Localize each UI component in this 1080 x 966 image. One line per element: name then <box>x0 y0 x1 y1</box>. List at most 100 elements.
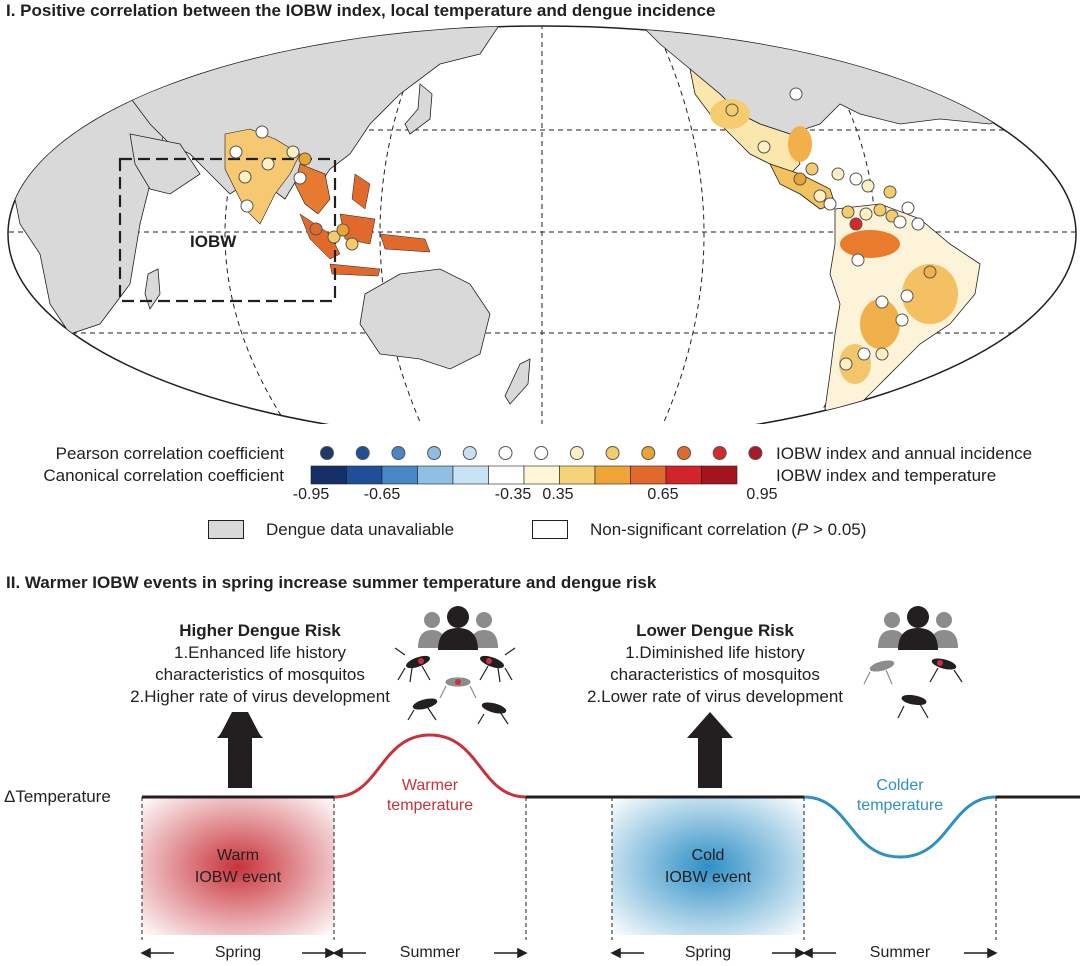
unavailable-label: Dengue data unavaliable <box>266 520 455 539</box>
season-label: Summer <box>869 944 931 961</box>
higher-risk-line2: characteristics of mosquitos <box>155 665 365 684</box>
warm-event-label: Warm IOBW event <box>142 845 334 889</box>
legend-color-swatch <box>417 465 454 485</box>
panel2-title: II. Warmer IOBW events in spring increas… <box>6 573 657 592</box>
tick-label: 0.95 <box>746 486 778 503</box>
legend-dot <box>605 446 620 460</box>
nonsig-p: P <box>796 520 809 539</box>
legend-dot <box>712 446 727 460</box>
lower-risk-line3: 2.Lower rate of virus development <box>586 687 844 706</box>
legend-dot <box>641 446 656 460</box>
mosquito-icon <box>929 658 963 683</box>
colder-temperature-curve <box>803 795 997 859</box>
legend-color-swatch <box>594 465 631 485</box>
legend-dot <box>355 446 370 460</box>
season-dividers <box>141 797 997 940</box>
iobw-region-label: IOBW <box>190 232 237 251</box>
lower-risk-block: Lower Dengue Risk 1.Diminished life hist… <box>565 620 865 708</box>
delta-temperature-label: ΔTemperature <box>4 787 111 806</box>
canonical-description: IOBW index and temperature <box>776 466 997 485</box>
higher-risk-line3: 2.Higher rate of virus development <box>130 687 390 706</box>
tick-label: -0.95 <box>292 486 330 503</box>
legend-dot <box>569 446 584 460</box>
landmass-new-zealand <box>504 358 531 405</box>
cold-event-box <box>612 798 804 935</box>
people-icon <box>878 606 958 650</box>
higher-risk-block: Higher Dengue Risk 1.Enhanced life histo… <box>110 620 410 708</box>
up-arrow-higher <box>217 712 263 788</box>
cold-event-line2: IOBW event <box>664 869 752 886</box>
mosquito-icon <box>394 647 431 683</box>
legend-color-swatch <box>381 465 418 485</box>
higher-risk-line1: 1.Enhanced life history <box>174 643 346 662</box>
season-arrows <box>140 947 998 959</box>
people-icon <box>418 606 498 650</box>
colder-temperature-label: Colder temperature <box>825 776 975 816</box>
legend-color-swatch <box>310 465 347 485</box>
landmass-japan <box>404 83 433 135</box>
warmer-line1: Warmer <box>401 777 459 794</box>
tick-label: -0.65 <box>363 486 401 503</box>
tick-label: 0.65 <box>647 486 679 503</box>
mosquito-icon <box>407 698 438 721</box>
mosquito-icon <box>897 694 929 719</box>
legend-color-swatch <box>559 465 596 485</box>
nonsig-suffix: > 0.05) <box>808 520 867 539</box>
colder-line2: temperature <box>856 797 944 814</box>
legend-dot <box>320 446 334 460</box>
legend-color-swatch <box>346 465 383 485</box>
warm-event-box <box>142 798 334 935</box>
season-label: Spring <box>214 944 262 961</box>
lower-risk-line2: characteristics of mosquitos <box>610 665 820 684</box>
legend-color-swatch <box>665 465 702 485</box>
pearson-description: IOBW index and annual incidence <box>776 444 1033 463</box>
landmass-greenland <box>959 26 1061 95</box>
lower-risk-heading: Lower Dengue Risk <box>636 621 794 640</box>
legend-color-swatch <box>452 465 489 485</box>
mosquito-icon <box>863 660 895 685</box>
legend-dot <box>677 446 691 460</box>
legend-color-swatch <box>701 465 738 485</box>
legend-color-swatch <box>488 465 525 485</box>
color-legend <box>310 446 763 485</box>
legend-color-swatch <box>630 465 667 485</box>
warmer-temperature-label: Warmer temperature <box>355 776 505 816</box>
legend-dot <box>534 446 549 460</box>
legend-dot <box>498 446 513 460</box>
warm-event-line2: IOBW event <box>194 869 282 886</box>
colder-line1: Colder <box>876 777 924 794</box>
lower-risk-line1: 1.Diminished life history <box>625 643 805 662</box>
panel1-title: I. Positive correlation between the IOBW… <box>6 1 716 20</box>
mosquito-icon <box>477 702 509 725</box>
nonsig-label: Non-significant correlation (P > 0.05) <box>590 520 866 540</box>
landmass-madagascar <box>144 268 161 310</box>
mosquito-icon <box>479 647 516 683</box>
maritime-se-asia <box>299 173 431 277</box>
mosquito-icon <box>439 677 477 699</box>
landmass-arabia <box>129 133 201 195</box>
higher-risk-heading: Higher Dengue Risk <box>179 621 341 640</box>
tick-label: -0.35 <box>494 486 532 503</box>
season-label: Spring <box>684 944 732 961</box>
legend-dot <box>427 446 442 460</box>
correlation-dots <box>229 87 937 371</box>
nonsig-prefix: Non-significant correlation ( <box>590 520 797 539</box>
legend-dot <box>462 446 477 460</box>
cold-event-label: Cold IOBW event <box>612 845 804 889</box>
nonsig-swatch <box>532 520 568 539</box>
season-label: Summer <box>399 944 461 961</box>
legend-dot <box>748 446 763 460</box>
unavailable-swatch <box>208 520 244 539</box>
warm-event-line1: Warm <box>216 847 260 864</box>
tick-label: 0.35 <box>542 486 574 503</box>
warmer-temperature-curve <box>333 733 527 799</box>
world-map <box>7 25 1077 424</box>
warmer-line2: temperature <box>386 797 474 814</box>
up-arrow-lower <box>687 712 733 788</box>
legend-dot <box>391 446 406 460</box>
canonical-label: Canonical correlation coefficient <box>43 466 284 485</box>
pearson-label: Pearson correlation coefficient <box>55 444 284 463</box>
temperature-diagram <box>140 606 1080 959</box>
legend-color-swatch <box>523 465 560 485</box>
landmass-australia <box>359 268 491 370</box>
